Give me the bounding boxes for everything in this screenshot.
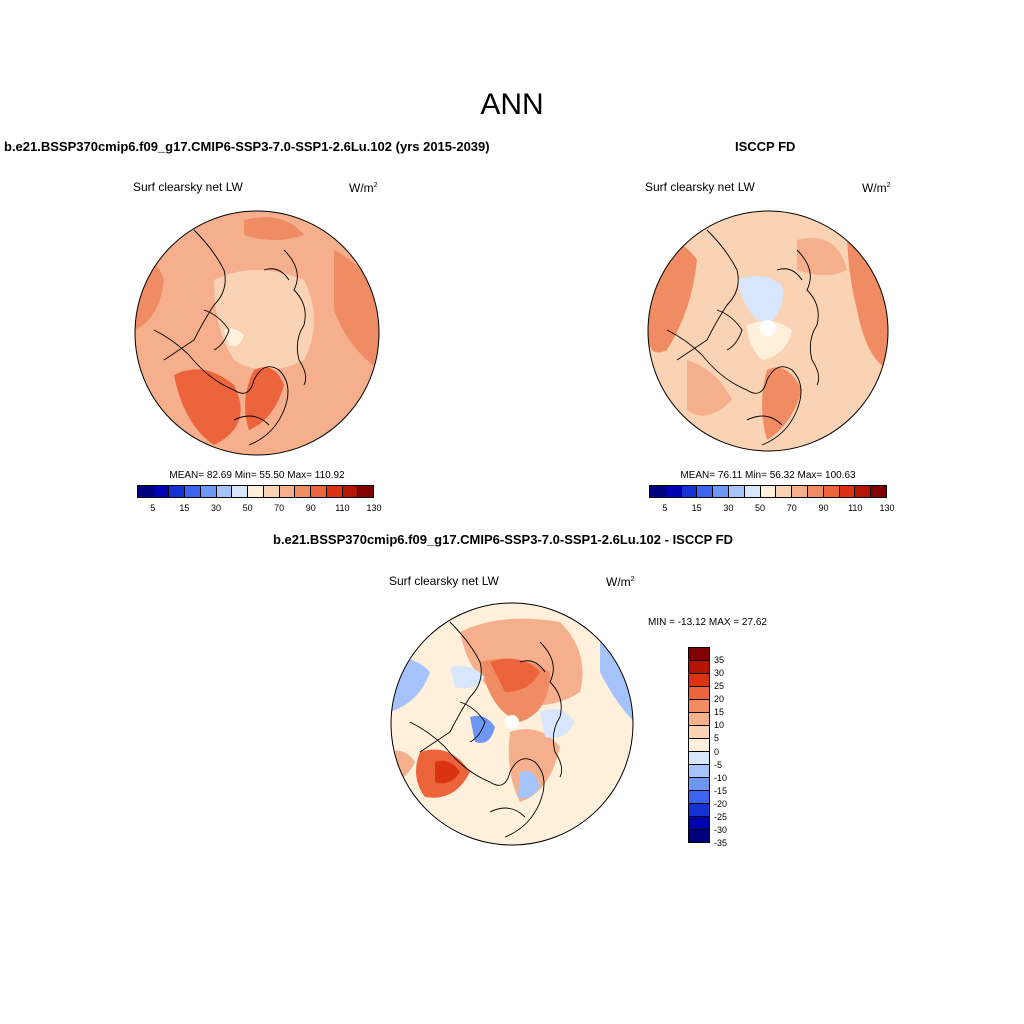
colorbar-tick-label: 15 [179,503,190,513]
colorbar-tick-label: 70 [274,503,285,513]
colorbar-swatch [776,486,793,497]
colorbar-swatch [689,687,709,700]
colorbar-tick-label: 35 [714,655,725,666]
panel-3-title: b.e21.BSSP370cmip6.f09_g17.CMIP6-SSP3-7.… [273,532,734,547]
colorbar-tick-label: 20 [714,694,725,705]
colorbar-tick-label: 15 [714,707,725,718]
colorbar-tick-label: 30 [714,668,725,679]
colorbar-swatch [697,486,714,497]
colorbar-tick-label: 110 [848,503,863,513]
colorbar-tick-label: 30 [723,503,734,513]
colorbar-tick-label: 50 [242,503,253,513]
colorbar-swatch [855,486,872,497]
panel-2-colorbar [649,485,887,498]
colorbar-swatch [689,700,709,713]
colorbar-tick-label: 5 [662,503,668,513]
panel-1-colorbar [137,485,374,498]
colorbar-swatch [153,486,170,497]
colorbar-swatch [728,486,745,497]
colorbar-tick-label: 5 [714,733,720,744]
panel-2-polar-map [647,210,889,452]
panel-3-colorbar-ticks: 35 30 25 20 15 10 5 0 -5 -10 -15 -20 -25 -30 -35 [714,647,754,848]
colorbar-tick-label: -5 [714,759,723,770]
colorbar-tick-label: 70 [786,503,797,513]
panel-3-polar-map [390,602,634,846]
colorbar-tick-label: 30 [210,503,221,513]
colorbar-swatch [689,739,709,752]
colorbar-swatch [871,486,886,497]
colorbar-tick-label: 50 [755,503,766,513]
colorbar-swatch [138,486,154,497]
colorbar-swatch [185,486,201,497]
colorbar-swatch [689,830,709,842]
panel-1-colorbar-ticks: 5 15 30 50 70 90 110 130 [137,503,381,517]
panel-1-variable-label: Surf clearsky net LW [133,180,243,194]
colorbar-swatch [216,486,233,497]
colorbar-swatch [760,486,777,497]
colorbar-swatch [792,486,808,497]
colorbar-swatch [839,486,856,497]
colorbar-tick-label: 0 [714,746,720,757]
colorbar-tick-label: 5 [150,503,156,513]
colorbar-tick-label: -25 [714,811,728,822]
colorbar-swatch [295,486,312,497]
colorbar-swatch [342,486,359,497]
panel-2-title: ISCCP FD [735,139,796,154]
panel-1-polar-map [134,210,380,456]
panel-2-units: W/m2 [862,181,891,195]
colorbar-swatch [807,486,824,497]
panel-3-variable-label: Surf clearsky net LW [389,574,499,588]
colorbar-swatch [169,486,186,497]
colorbar-swatch [713,486,729,497]
colorbar-swatch [200,486,217,497]
colorbar-swatch [232,486,249,497]
colorbar-tick-label: 90 [305,503,316,513]
panel-3-min-max: MIN = -13.12 MAX = 27.62 [648,617,767,628]
colorbar-swatch [689,778,709,791]
panel-2-variable-label: Surf clearsky net LW [645,180,755,194]
colorbar-tick-label: 25 [714,681,725,692]
colorbar-tick-label: -35 [714,838,728,848]
colorbar-swatch [263,486,280,497]
figure-title: ANN [480,88,544,121]
colorbar-tick-label: 15 [691,503,702,513]
panel-1-units: W/m2 [349,181,378,195]
colorbar-swatch [744,486,761,497]
panel-1-title: b.e21.BSSP370cmip6.f09_g17.CMIP6-SSP3-7.… [4,139,490,154]
colorbar-swatch [248,486,264,497]
panel-3-colorbar [688,647,710,843]
colorbar-tick-label: 110 [335,503,350,513]
colorbar-tick-label: -10 [714,772,728,783]
colorbar-swatch [665,486,682,497]
panel-3-units: W/m2 [606,575,635,589]
colorbar-tick-label: -20 [714,798,728,809]
panel-2-stats: MEAN= 76.11 Min= 56.32 Max= 100.63 [680,470,856,481]
colorbar-swatch [689,648,709,661]
colorbar-swatch [823,486,840,497]
colorbar-swatch [689,791,709,804]
colorbar-swatch [689,713,709,726]
colorbar-swatch [279,486,296,497]
colorbar-tick-label: 130 [879,503,895,513]
colorbar-swatch [689,661,709,674]
panel-2-colorbar-ticks: 5 15 30 50 70 90 110 130 [649,503,894,517]
colorbar-swatch [681,486,698,497]
colorbar-tick-label: -30 [714,824,728,835]
colorbar-tick-label: -15 [714,785,728,796]
colorbar-swatch [650,486,666,497]
colorbar-tick-label: 130 [366,503,382,513]
colorbar-swatch [689,674,709,687]
colorbar-swatch [326,486,343,497]
colorbar-swatch [689,726,709,739]
colorbar-swatch [689,765,709,778]
colorbar-swatch [689,817,709,830]
colorbar-swatch [358,486,374,497]
colorbar-swatch [689,752,709,765]
colorbar-tick-label: 90 [818,503,829,513]
colorbar-swatch [689,804,709,817]
colorbar-tick-label: 10 [714,720,725,731]
panel-1-stats: MEAN= 82.69 Min= 55.50 Max= 110.92 [169,470,345,481]
colorbar-swatch [311,486,327,497]
